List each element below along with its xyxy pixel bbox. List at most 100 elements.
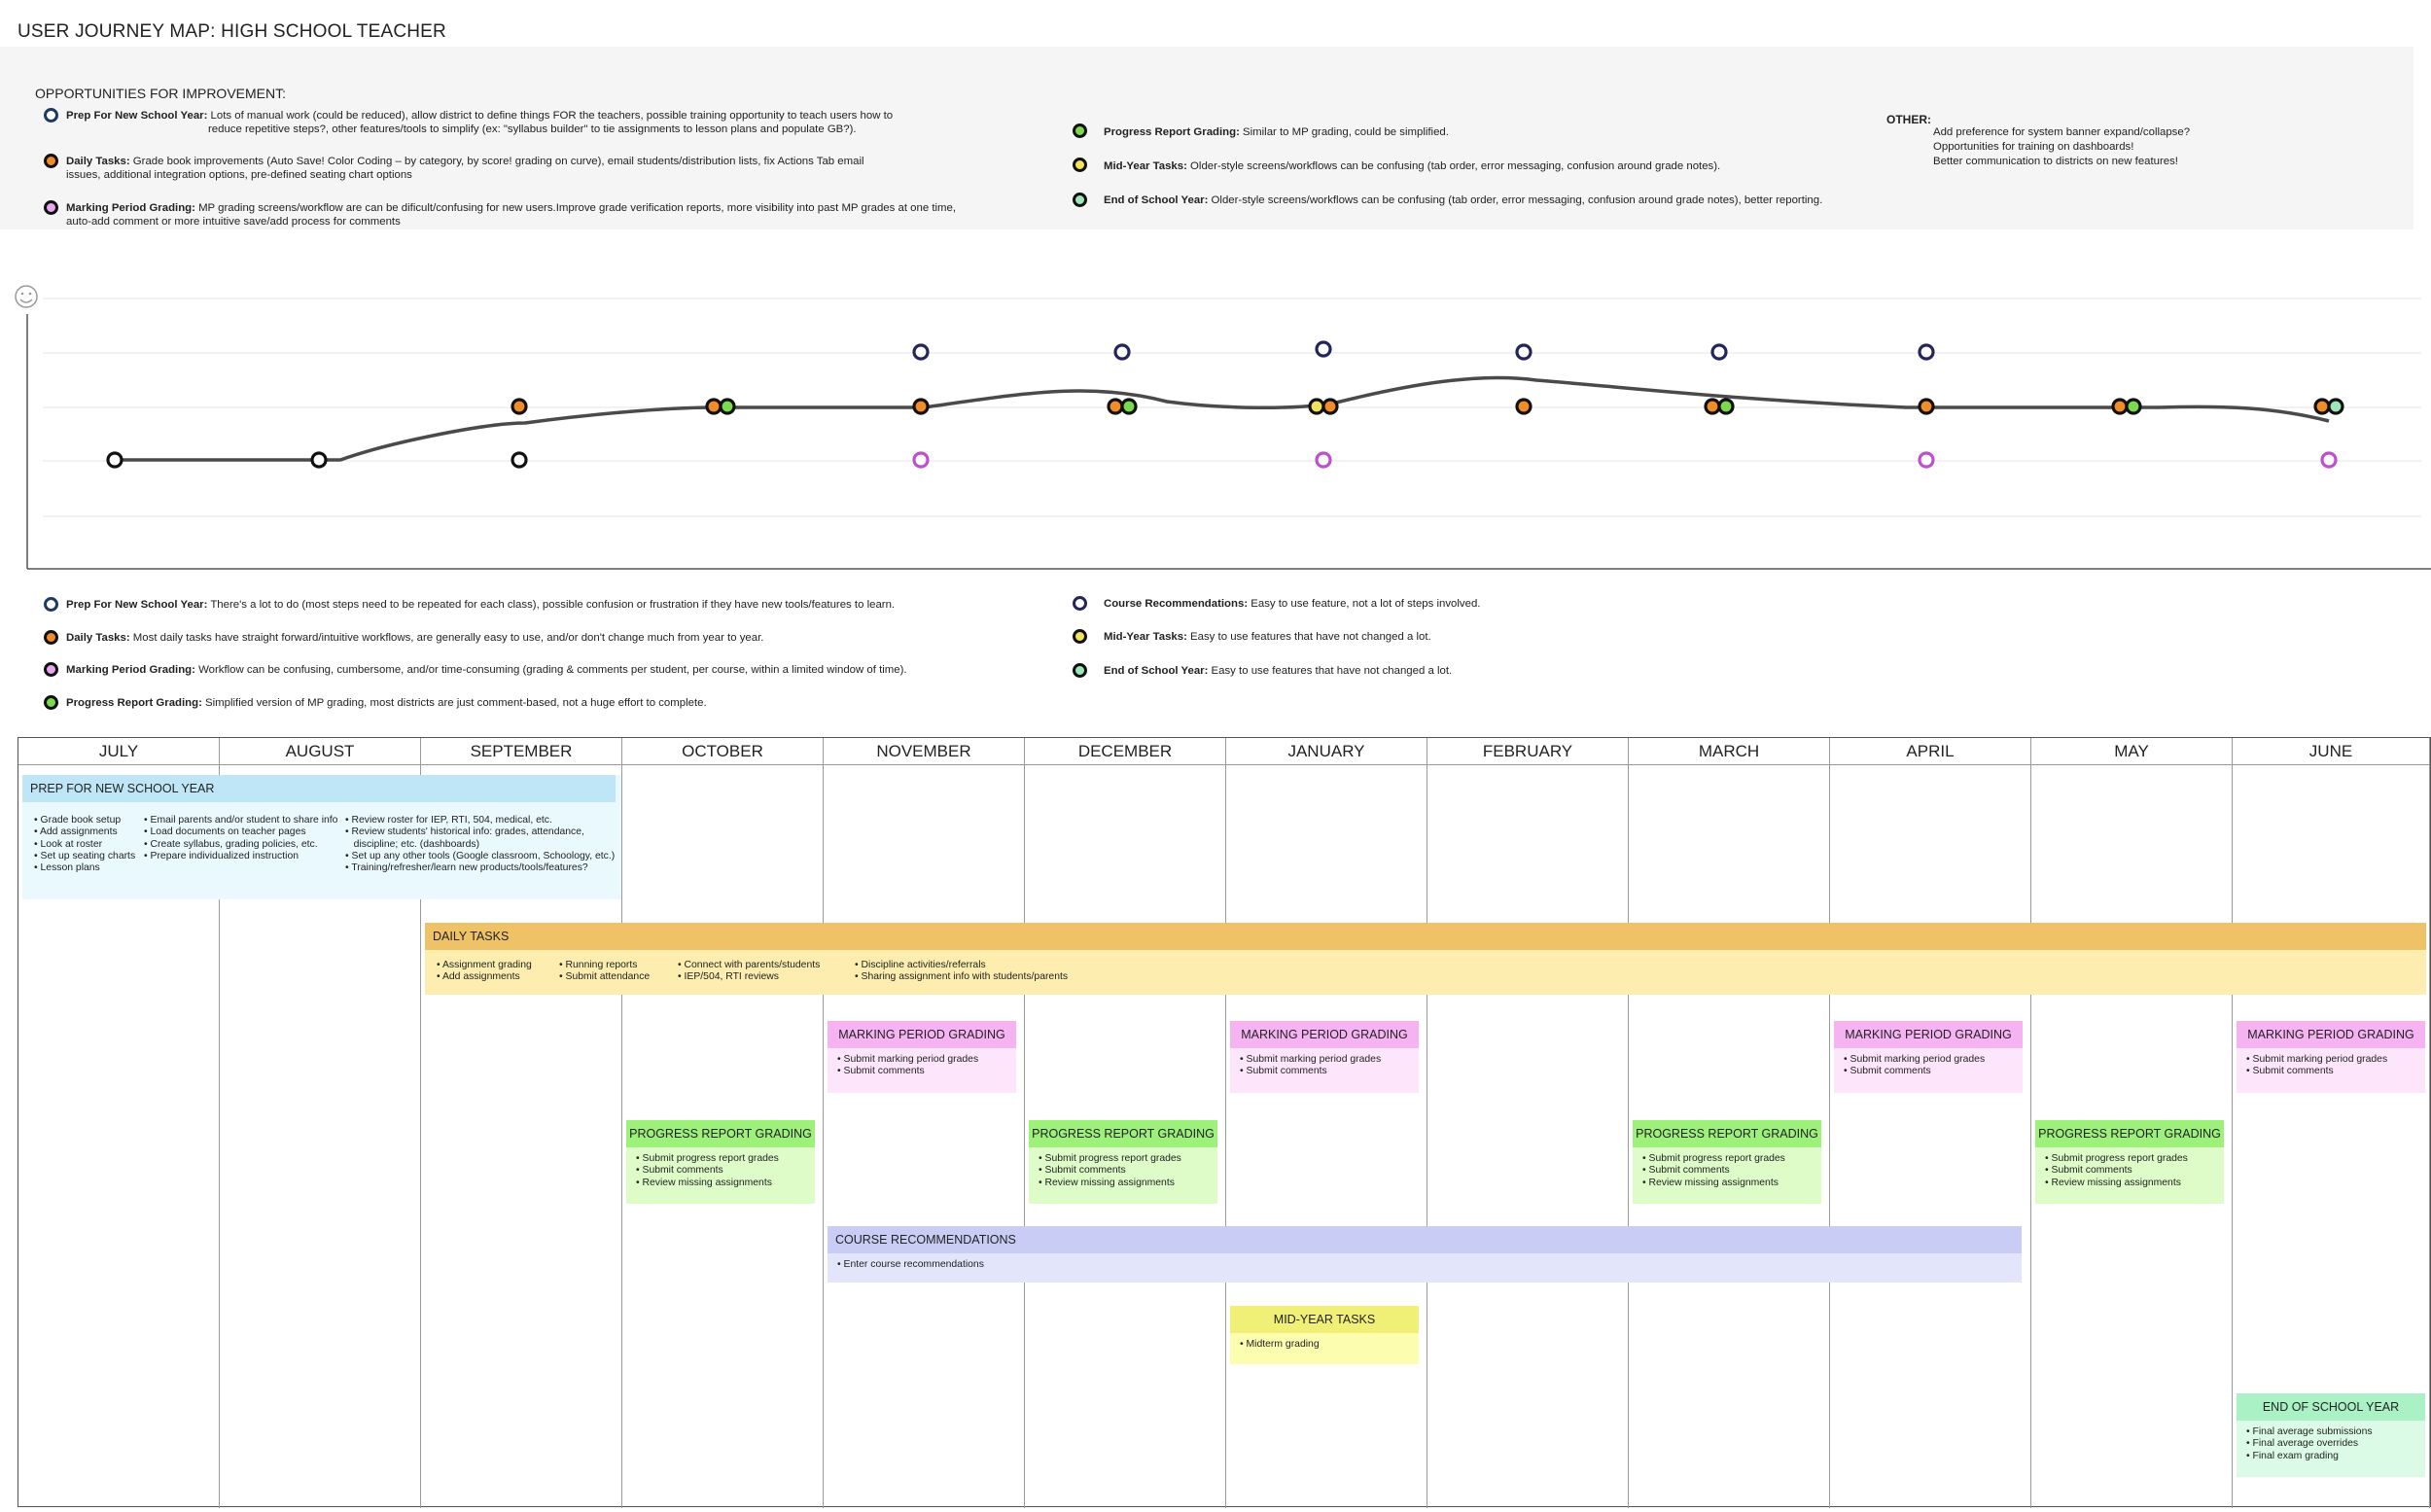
month-column: AUGUST [220, 738, 421, 1508]
dot-pr [2125, 398, 2142, 415]
opp-item-daily-line2: issues, additional integration options, … [66, 169, 412, 181]
other-item: Add preference for system banner expand/… [1933, 126, 2191, 138]
dot-mp [1315, 451, 1332, 469]
opportunities-heading: OPPORTUNITIES FOR IMPROVEMENT: [35, 86, 286, 101]
dot-mp [2320, 451, 2338, 469]
opp-item-mp: Marking Period Grading: MP grading scree… [66, 202, 956, 214]
dot-daily [2111, 398, 2129, 415]
month-column: JULY [18, 738, 220, 1508]
other-item: Better communication to districts on new… [1933, 156, 2178, 167]
month-label: SEPTEMBER [421, 738, 621, 765]
opp-dot-midyear [1073, 158, 1087, 172]
opp-dot-eoy [1073, 193, 1087, 207]
legend-dot-course [1073, 596, 1087, 611]
dot-course [1515, 343, 1533, 361]
legend-dot-daily [44, 630, 58, 645]
dot-pr [719, 398, 736, 415]
marking-period-box: MARKING PERIOD GRADING • Submit marking … [828, 1021, 1016, 1093]
marking-period-title: MARKING PERIOD GRADING [828, 1021, 1016, 1048]
month-label: MAY [2031, 738, 2232, 765]
progress-report-box: PROGRESS REPORT GRADING • Submit progres… [1029, 1120, 1217, 1204]
marking-period-title: MARKING PERIOD GRADING [2237, 1021, 2425, 1048]
month-label: JANUARY [1226, 738, 1427, 765]
dot-daily [511, 398, 528, 415]
month-column: MARCH [1629, 738, 1830, 1508]
dot-daily [1918, 398, 1935, 415]
marking-period-box: MARKING PERIOD GRADING • Submit marking … [1230, 1021, 1419, 1093]
marking-period-items: • Submit marking period grades • Submit c… [1844, 1054, 1986, 1077]
daily-col-4: • Discipline activities/referrals • Shari… [855, 960, 1069, 983]
course-recommendations-box: COURSE RECOMMENDATIONS • Enter course re… [828, 1226, 2022, 1283]
dot-daily [1321, 398, 1339, 415]
opp-dot-prep [44, 108, 58, 123]
month-column: APRIL [1830, 738, 2031, 1508]
legend-dot-pr [44, 695, 58, 710]
journey-dots [106, 340, 2344, 469]
mid-year-tasks-box: MID-YEAR TASKS • Midterm grading [1230, 1306, 1419, 1364]
month-label: JULY [18, 738, 219, 765]
daily-col-1: • Assignment grading • Add assignments [437, 960, 532, 983]
legend-item-mp: Marking Period Grading: Workflow can be … [66, 664, 907, 676]
dot-daily [705, 398, 722, 415]
month-column: FEBRUARY [1427, 738, 1629, 1508]
opp-item-pr: Progress Report Grading: Similar to MP g… [1104, 126, 1449, 138]
opp-item-midyear: Mid-Year Tasks: Older-style screens/work… [1104, 160, 1721, 172]
other-item: Opportunities for training on dashboards… [1933, 141, 2134, 153]
dot-mp [1918, 451, 1935, 469]
prep-col-3: • Review roster for IEP, RTI, 504, medic… [345, 815, 616, 874]
opp-dot-mp [44, 200, 58, 215]
legend-dot-mp [44, 662, 58, 677]
opp-item-prep-line2: reduce repetitive steps?, other features… [208, 123, 857, 135]
month-label: JUNE [2233, 738, 2429, 765]
progress-report-box: PROGRESS REPORT GRADING • Submit progres… [2035, 1120, 2224, 1204]
month-timeline: JULY AUGUST SEPTEMBER OCTOBER NOVEMBER D… [18, 737, 2431, 1508]
dot-eoy [2327, 398, 2344, 415]
marking-period-items: • Submit marking period grades • Submit c… [1240, 1054, 1382, 1077]
marking-period-box: MARKING PERIOD GRADING • Submit marking … [2237, 1021, 2425, 1093]
progress-report-items: • Submit progress report grades • Submit … [2045, 1153, 2188, 1188]
dot-course [912, 343, 930, 361]
dot-daily [1515, 398, 1533, 415]
dot-pr [1120, 398, 1138, 415]
opp-item-prep: Prep For New School Year: Lots of manual… [66, 110, 894, 122]
progress-report-title: PROGRESS REPORT GRADING [2035, 1120, 2224, 1147]
dot-pr [1717, 398, 1735, 415]
prep-box-title: PREP FOR NEW SCHOOL YEAR [22, 775, 616, 802]
daily-tasks-title: DAILY TASKS [425, 923, 2426, 950]
month-label: MARCH [1629, 738, 1829, 765]
progress-report-box: PROGRESS REPORT GRADING • Submit progres… [626, 1120, 815, 1204]
opp-dot-pr [1073, 123, 1087, 138]
mid-year-tasks-title: MID-YEAR TASKS [1230, 1306, 1419, 1333]
progress-report-items: • Submit progress report grades • Submit … [636, 1153, 779, 1188]
daily-tasks-box: DAILY TASKS • Assignment grading • Add as… [425, 923, 2426, 995]
legend-item-prep: Prep For New School Year: There's a lot … [66, 599, 896, 611]
journey-curve [115, 375, 2330, 462]
emotion-curve-chart [15, 285, 2431, 570]
marking-period-title: MARKING PERIOD GRADING [1230, 1021, 1419, 1048]
month-column: DECEMBER [1025, 738, 1226, 1508]
daily-col-3: • Connect with parents/students • IEP/504… [678, 960, 821, 983]
legend-item-midyear: Mid-Year Tasks: Easy to use features tha… [1104, 631, 1431, 643]
dot-midyear [1308, 398, 1325, 415]
page-title: USER JOURNEY MAP: HIGH SCHOOL TEACHER [18, 21, 446, 42]
legend-dot-eoy [1073, 663, 1087, 678]
dot-prep [511, 451, 528, 469]
dot-course [1710, 343, 1728, 361]
dot-daily [1704, 398, 1721, 415]
progress-report-title: PROGRESS REPORT GRADING [1633, 1120, 1821, 1147]
legend-item-daily: Daily Tasks: Most daily tasks have strai… [66, 632, 764, 644]
dot-course [1315, 340, 1332, 358]
month-label: AUGUST [220, 738, 420, 765]
opp-item-eoy: End of School Year: Older-style screens/… [1104, 194, 1823, 206]
marking-period-items: • Submit marking period grades • Submit c… [2246, 1054, 2388, 1077]
end-of-school-year-box: END OF SCHOOL YEAR • Final average submi… [2237, 1393, 2425, 1477]
month-label: NOVEMBER [824, 738, 1024, 765]
month-label: OCTOBER [622, 738, 823, 765]
legend-item-pr: Progress Report Grading: Simplified vers… [66, 697, 707, 709]
opportunities-panel [0, 47, 2413, 229]
legend-dot-midyear [1073, 629, 1087, 644]
month-column: NOVEMBER [824, 738, 1025, 1508]
month-column: SEPTEMBER [421, 738, 622, 1508]
marking-period-title: MARKING PERIOD GRADING [1834, 1021, 2023, 1048]
month-label: APRIL [1830, 738, 2030, 765]
